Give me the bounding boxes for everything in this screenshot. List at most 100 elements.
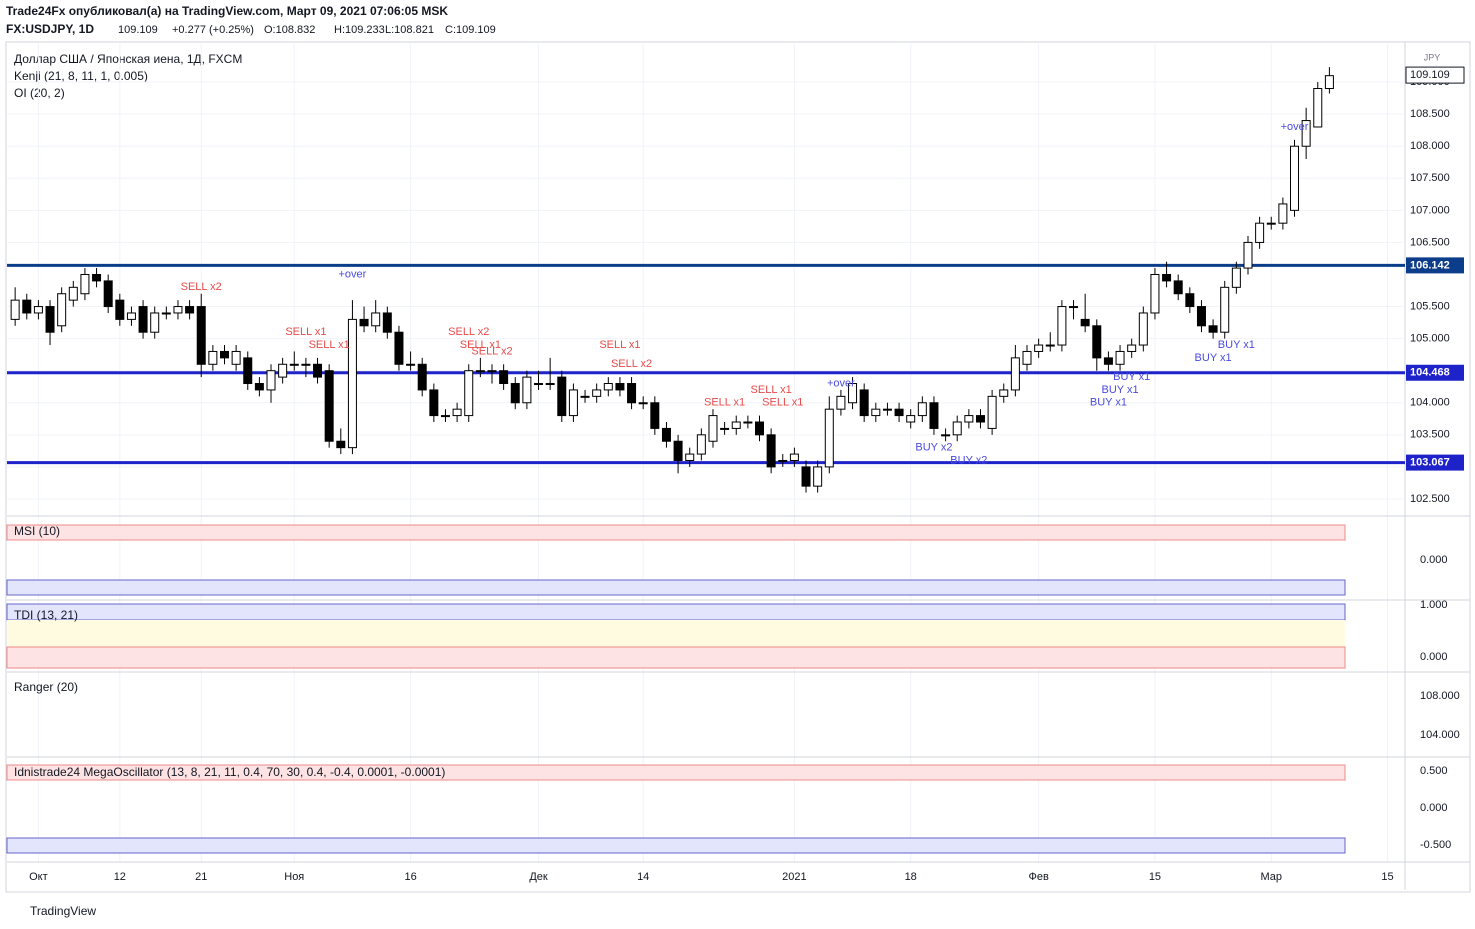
candle-body bbox=[499, 370, 509, 385]
candle-body bbox=[1010, 357, 1020, 391]
candle-body bbox=[440, 415, 450, 418]
level-label: 104.468 bbox=[1410, 367, 1450, 379]
signal-label: SELL x2 bbox=[611, 358, 652, 370]
candle-body bbox=[743, 421, 753, 424]
candle-body bbox=[568, 389, 578, 417]
y-tick-label: 103.500 bbox=[1410, 429, 1450, 441]
y-tick-label: 104.000 bbox=[1410, 397, 1450, 409]
candle-body bbox=[33, 306, 43, 314]
x-tick-label: Окт bbox=[29, 871, 48, 883]
candle-body bbox=[301, 363, 311, 366]
candle-body bbox=[1045, 344, 1055, 347]
signal-label: SELL x2 bbox=[181, 281, 222, 293]
candle-body bbox=[417, 363, 427, 391]
candle-body bbox=[1255, 222, 1265, 243]
signal-label: SELL x1 bbox=[751, 384, 792, 396]
candle-body bbox=[1173, 280, 1183, 295]
candle-body bbox=[801, 466, 811, 487]
candle-body bbox=[627, 383, 637, 404]
band bbox=[6, 524, 1346, 541]
candle-body bbox=[150, 312, 160, 333]
candle-body bbox=[1324, 75, 1334, 89]
x-tick-label: 16 bbox=[404, 871, 416, 883]
candle-body bbox=[906, 415, 916, 423]
pane-tick-label: 108.000 bbox=[1420, 690, 1460, 702]
candle-body bbox=[1069, 306, 1079, 309]
candle-body bbox=[103, 280, 113, 308]
candle-body bbox=[208, 350, 218, 365]
candle-body bbox=[1301, 120, 1311, 147]
candle-body bbox=[1103, 357, 1113, 365]
candle-body bbox=[1278, 203, 1288, 224]
candle-body bbox=[324, 370, 334, 442]
candle-body bbox=[580, 395, 590, 398]
pane-title: TDI (13, 21) bbox=[14, 608, 78, 622]
frame bbox=[5, 41, 1471, 893]
candle-body bbox=[161, 312, 171, 315]
last: 109.109 bbox=[118, 24, 158, 36]
candle-body bbox=[1115, 350, 1125, 365]
low: L:108.821 bbox=[385, 24, 434, 36]
band bbox=[6, 603, 1346, 621]
pane-tick-label: 0.500 bbox=[1420, 765, 1448, 777]
signal-label: +over bbox=[1281, 121, 1309, 133]
candle-body bbox=[766, 434, 776, 468]
candle-body bbox=[557, 376, 567, 417]
candle-body bbox=[254, 383, 264, 391]
candle-body bbox=[534, 383, 544, 386]
x-tick-label: Фев bbox=[1028, 871, 1048, 883]
y-tick-label: 108.000 bbox=[1410, 140, 1450, 152]
candle-body bbox=[952, 421, 962, 436]
candle-body bbox=[673, 440, 683, 461]
signal-label: BUY x2 bbox=[950, 454, 987, 466]
signal-label: SELL x1 bbox=[704, 397, 745, 409]
candle-body bbox=[452, 408, 462, 417]
candle-body bbox=[661, 427, 671, 442]
candle-body bbox=[359, 318, 369, 327]
currency: JPY bbox=[1424, 52, 1441, 62]
candle-body bbox=[196, 306, 206, 365]
candle-body bbox=[871, 408, 881, 417]
candle-body bbox=[336, 440, 346, 449]
candle-body bbox=[638, 402, 648, 405]
candle-body bbox=[836, 395, 846, 410]
x-tick-label: 21 bbox=[195, 871, 207, 883]
candle-body bbox=[650, 402, 660, 429]
candle-body bbox=[475, 370, 485, 373]
signal-label: BUY x1 bbox=[1102, 384, 1139, 396]
candle-body bbox=[1034, 344, 1044, 352]
candle-body bbox=[394, 331, 404, 365]
candle-body bbox=[545, 383, 555, 386]
close: C:109.109 bbox=[445, 24, 496, 36]
candle-body bbox=[429, 389, 439, 417]
candle-body bbox=[1290, 145, 1300, 211]
candle-body bbox=[731, 421, 741, 429]
candle-body bbox=[68, 286, 78, 301]
y-tick-label: 106.500 bbox=[1410, 236, 1450, 248]
pane-title: Ranger (20) bbox=[14, 680, 78, 694]
candle-body bbox=[115, 299, 125, 320]
pane-tick-label: 0.000 bbox=[1420, 802, 1448, 814]
candle-body bbox=[510, 383, 520, 404]
pane-tick-label: 0.000 bbox=[1420, 554, 1448, 566]
candle-body bbox=[219, 350, 229, 359]
candle-body bbox=[1138, 312, 1148, 346]
candle-body bbox=[592, 389, 602, 397]
legend-item: Доллар США / Японская иена, 1Д, FXCM bbox=[14, 52, 242, 66]
signal-label: +over bbox=[827, 377, 855, 389]
candle-body bbox=[313, 363, 323, 378]
pane-tick-label: 0.000 bbox=[1420, 651, 1448, 663]
candle-body bbox=[708, 415, 718, 442]
pane-tick-label: 104.000 bbox=[1420, 729, 1460, 741]
candle-body bbox=[10, 299, 20, 320]
candle-body bbox=[1185, 293, 1195, 308]
signal-label: BUY x1 bbox=[1113, 371, 1150, 383]
candle-body bbox=[1266, 222, 1276, 225]
candle-body bbox=[371, 312, 381, 327]
candle-body bbox=[917, 402, 927, 417]
candle-body bbox=[1231, 267, 1241, 288]
x-tick-label: Ноя bbox=[284, 871, 304, 883]
legend-item: OI (20, 2) bbox=[14, 86, 65, 100]
